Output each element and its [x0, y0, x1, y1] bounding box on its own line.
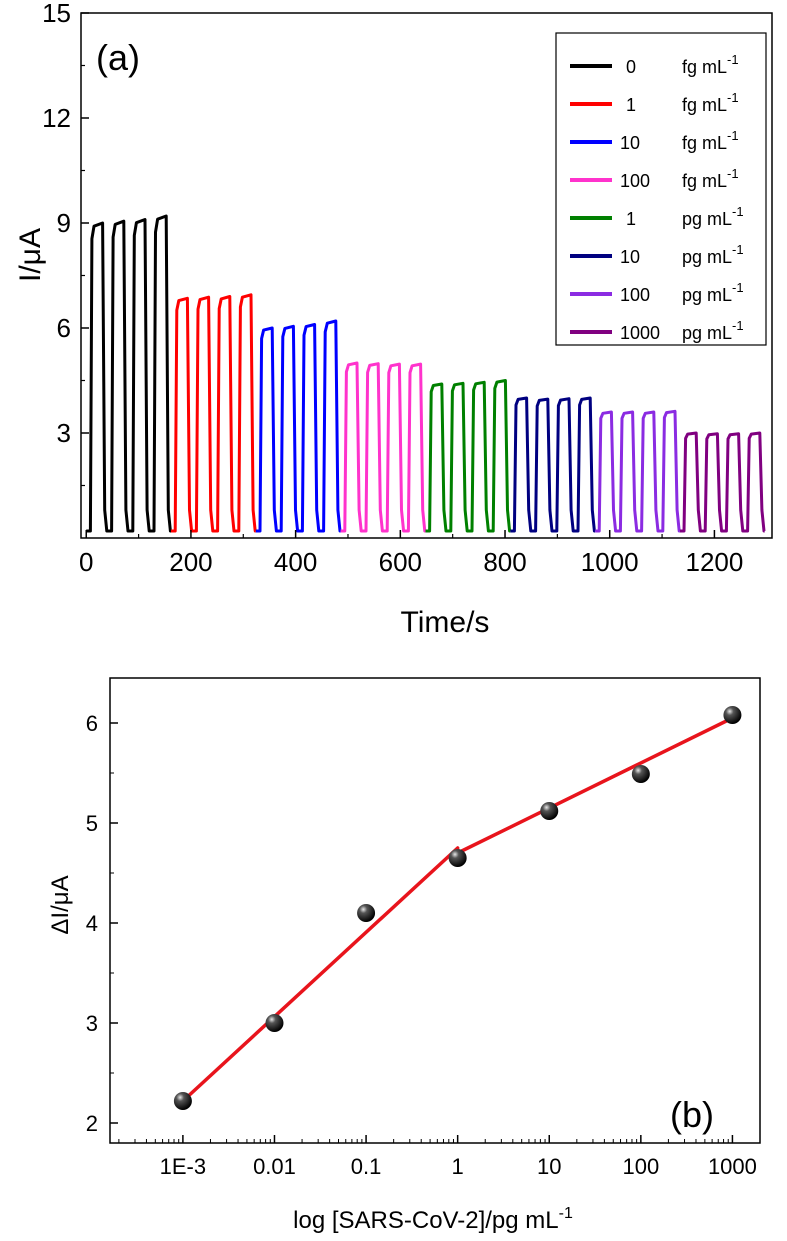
- y-tick-label-b: 6: [86, 711, 98, 736]
- legend-unit-text-4: pg mL: [682, 209, 732, 229]
- legend-unit-text-5: pg mL: [682, 247, 732, 267]
- legend-value-3: 100: [620, 171, 650, 191]
- x-tick-label-b: 1: [452, 1154, 464, 1179]
- x-tick-label-b: 0.1: [351, 1154, 382, 1179]
- legend-unit-text-6: pg mL: [682, 285, 732, 305]
- legend-unit-exp-1: -1: [727, 90, 739, 105]
- data-point-2: [357, 904, 376, 922]
- y-tick-label-a: 3: [57, 418, 71, 448]
- y-axis-title-b: ΔI/μA: [47, 875, 74, 934]
- legend-unit-text-7: pg mL: [682, 323, 732, 343]
- y-axis-title-a: I/μA: [14, 228, 47, 282]
- y-tick-label-a: 15: [42, 0, 71, 28]
- legend-value-7: 1000: [620, 323, 660, 343]
- data-point-5: [631, 765, 650, 783]
- x-tick-label-b: 1000: [708, 1154, 757, 1179]
- data-point-4: [540, 802, 559, 820]
- legend-value-2: 10: [620, 133, 640, 153]
- y-tick-label-b: 2: [86, 1111, 98, 1136]
- x-tick-label-a: 1000: [581, 547, 639, 577]
- series-line-0: [86, 214, 172, 533]
- x-tick-label-a: 400: [274, 547, 317, 577]
- legend-value-4: 1: [626, 209, 636, 229]
- x-axis-title-b: log [SARS-CoV-2]/pg mL-1: [293, 1205, 573, 1234]
- legend-value-6: 100: [620, 285, 650, 305]
- legend-unit-exp-2: -1: [727, 128, 739, 143]
- legend-unit-exp-0: -1: [727, 52, 739, 67]
- panel-label-b: (b): [670, 1094, 714, 1135]
- legend-unit-1: fg mL-1: [682, 90, 739, 115]
- x-tick-label-b: 10: [537, 1154, 561, 1179]
- x-tick-label-a: 600: [379, 547, 422, 577]
- fit-line-0: [181, 846, 460, 1103]
- legend-unit-text-0: fg mL: [682, 57, 727, 77]
- series-group-a: [86, 214, 766, 533]
- fit-lines-b: [181, 716, 735, 1103]
- data-point-0: [173, 1092, 192, 1110]
- series-line-1: [171, 293, 257, 533]
- y-tick-label-a: 9: [57, 208, 71, 238]
- data-points-b: [173, 706, 742, 1110]
- legend-unit-exp-3: -1: [727, 166, 739, 181]
- data-point-1: [265, 1014, 284, 1032]
- series-line-3: [340, 361, 427, 533]
- x-axis-title-a: Time/s: [401, 606, 490, 639]
- y-tick-label-b: 4: [86, 911, 98, 936]
- x-tick-label-b: 0.01: [253, 1154, 296, 1179]
- legend-frame: [555, 32, 767, 346]
- y-tick-label-b: 3: [86, 1011, 98, 1036]
- legend-unit-text-2: fg mL: [682, 133, 727, 153]
- x-tick-label-a: 800: [483, 547, 526, 577]
- legend-unit-exp-6: -1: [732, 280, 744, 295]
- legend-value-5: 10: [620, 247, 640, 267]
- legend-unit-text-3: fg mL: [682, 171, 727, 191]
- y-tick-label-b: 5: [86, 811, 98, 836]
- legend-unit-0: fg mL-1: [682, 52, 739, 77]
- series-line-7: [679, 431, 766, 533]
- y-tick-label-a: 6: [57, 313, 71, 343]
- fit-line-1: [455, 716, 735, 855]
- x-tick-label-b: 100: [622, 1154, 659, 1179]
- x-tick-label-a: 0: [79, 547, 93, 577]
- series-line-4: [425, 379, 512, 533]
- legend-unit-exp-4: -1: [732, 204, 744, 219]
- legend-unit-exp-7: -1: [732, 318, 744, 333]
- series-line-2: [255, 319, 342, 533]
- y-tick-label-a: 12: [42, 103, 71, 133]
- x-axis-title-b-exp: -1: [559, 1205, 573, 1222]
- legend-unit-exp-5: -1: [732, 242, 744, 257]
- series-line-6: [595, 409, 681, 533]
- legend-value-1: 1: [626, 95, 636, 115]
- x-tick-label-a: 200: [169, 547, 212, 577]
- legend-unit-text-1: fg mL: [682, 95, 727, 115]
- chart-panel-b: 1E-3 0.01 0.1 1 10 100 1000 2 3 4 5 6 (b) ΔI/μA log…: [47, 677, 761, 1234]
- plot-frame-b: [109, 677, 761, 1144]
- legend-unit-4: pg mL-1: [682, 204, 744, 229]
- data-point-6: [723, 706, 742, 724]
- data-point-3: [448, 849, 467, 867]
- series-line-5: [510, 396, 596, 533]
- axis-ticks-b: 1E-3 0.01 0.1 1 10 100 1000 2 3 4 5 6: [86, 711, 761, 1179]
- x-tick-label-b: 1E-3: [160, 1154, 206, 1179]
- x-axis-title-b-text: log [SARS-CoV-2]/pg mL: [293, 1207, 558, 1234]
- legend-unit-2: fg mL-1: [682, 128, 739, 153]
- x-tick-label-a: 1200: [685, 547, 743, 577]
- legend-unit-3: fg mL-1: [682, 166, 739, 191]
- legend-unit-5: pg mL-1: [682, 242, 744, 267]
- panel-label-a: (a): [96, 37, 140, 78]
- legend-value-0: 0: [626, 57, 636, 77]
- legend-unit-7: pg mL-1: [682, 318, 744, 343]
- legend-unit-6: pg mL-1: [682, 280, 744, 305]
